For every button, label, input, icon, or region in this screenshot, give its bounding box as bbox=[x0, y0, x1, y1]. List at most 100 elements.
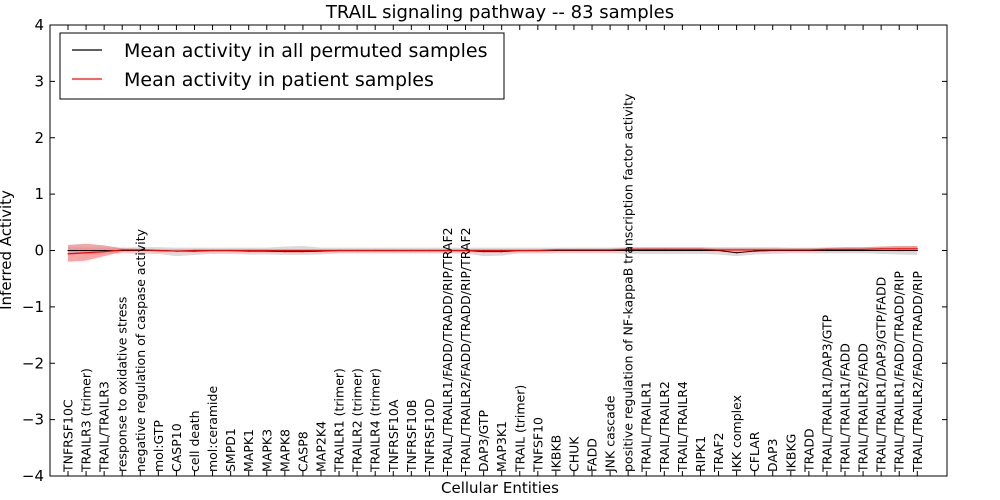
series-1-point bbox=[555, 249, 557, 251]
x-tick-label: TRAF2 bbox=[711, 432, 726, 473]
series-0-point bbox=[85, 249, 87, 252]
series-1-point bbox=[356, 249, 358, 252]
series-0-point bbox=[844, 249, 846, 252]
legend-label-permuted: Mean activity in all permuted samples bbox=[124, 40, 487, 62]
series-1-point bbox=[230, 249, 232, 252]
series-1-point bbox=[193, 249, 196, 252]
series-0-point bbox=[103, 249, 105, 252]
x-tick-label: TRAIL/TRAILR1/FADD/TRADD/RIP/TRAF2 bbox=[440, 227, 455, 473]
x-tick-label: FADD bbox=[585, 438, 600, 472]
x-tick-label: TNFRSF10D bbox=[422, 398, 437, 473]
series-1-point bbox=[663, 248, 665, 250]
series-1-point bbox=[772, 249, 774, 251]
x-tick-label: TRAILR1 (trimer) bbox=[332, 368, 347, 473]
series-1-point bbox=[374, 249, 376, 252]
series-1-point bbox=[627, 248, 629, 250]
series-1-point bbox=[609, 249, 611, 251]
x-tick-label: IKK complex bbox=[729, 395, 744, 472]
x-axis-label: Cellular Entities bbox=[441, 479, 559, 497]
x-tick-label: IKBKB bbox=[548, 435, 563, 472]
x-tick-label: MAPK8 bbox=[277, 429, 292, 472]
x-tick-label: DAP3 bbox=[765, 439, 780, 472]
series-1-point bbox=[428, 249, 430, 252]
x-tick-label: TRAILR2 (trimer) bbox=[350, 368, 365, 473]
x-tick-label: TRAIL/TRAILR2/FADD/TRADD/RIP bbox=[910, 271, 925, 473]
x-tick-label: SMPD1 bbox=[223, 428, 238, 472]
series-1-point bbox=[717, 249, 720, 251]
series-lines bbox=[67, 248, 918, 255]
series-1-point bbox=[645, 248, 647, 250]
series-0-point bbox=[699, 249, 702, 252]
y-axis-label: Inferred Activity bbox=[0, 190, 15, 310]
series-1-point bbox=[139, 249, 141, 251]
x-tick-label: TNFRSF10C bbox=[61, 399, 76, 473]
legend: Mean activity in all permuted samples Me… bbox=[59, 32, 505, 100]
y-axis: 4 3 2 1 0 −1 −2 −3 −4 bbox=[22, 16, 947, 485]
series-1-point bbox=[681, 248, 683, 250]
series-0-point bbox=[501, 251, 503, 253]
legend-label-patient: Mean activity in patient samples bbox=[124, 69, 434, 91]
x-tick-label: CHUK bbox=[566, 436, 581, 472]
x-tick-label: positive regulation of NF-kappaB transcr… bbox=[621, 93, 636, 472]
y-tick-label: −3 bbox=[22, 411, 44, 429]
series-1-point bbox=[591, 249, 593, 251]
x-tick-label: MAPK3 bbox=[259, 429, 274, 472]
series-1-point bbox=[175, 250, 178, 252]
y-tick-label: −2 bbox=[22, 354, 44, 372]
x-tick-label: MAP3K1 bbox=[494, 421, 509, 472]
series-1-point bbox=[754, 249, 756, 251]
y-tick-label: −4 bbox=[22, 467, 44, 485]
series-1-point bbox=[735, 249, 738, 251]
x-tick-label: TRAIL/TRAILR4 bbox=[675, 381, 690, 473]
x-tick-label: response to oxidative stress bbox=[115, 297, 130, 472]
series-1-point bbox=[302, 249, 304, 252]
x-tick-label: TNFRSF10A bbox=[386, 399, 401, 473]
x-tick-label: CASP10 bbox=[169, 423, 184, 472]
series-line-1 bbox=[67, 248, 918, 255]
x-tick-label: IKBKG bbox=[783, 434, 798, 472]
series-1-point bbox=[446, 249, 449, 252]
series-1-point bbox=[880, 248, 882, 250]
series-1-point bbox=[121, 249, 123, 251]
series-1-point bbox=[519, 249, 521, 252]
series-1-point bbox=[103, 251, 105, 253]
x-tick-label: DAP3/GTP bbox=[476, 409, 491, 472]
y-tick-label: 2 bbox=[34, 129, 44, 147]
series-0-point bbox=[681, 249, 683, 252]
x-tick-label: TRAIL/TRAILR1/DAP3/GTP bbox=[819, 314, 834, 473]
x-tick-label: TRAIL/TRAILR1 bbox=[639, 381, 654, 473]
series-1-point bbox=[501, 249, 503, 252]
series-0-point bbox=[663, 249, 665, 252]
series-1-point bbox=[826, 248, 828, 250]
x-tick-label: TNFSF10 bbox=[530, 417, 545, 473]
legend-box bbox=[59, 32, 505, 100]
series-0-point bbox=[898, 249, 900, 252]
series-1-point bbox=[573, 249, 575, 251]
x-tick-label: mol:GTP bbox=[151, 420, 166, 472]
x-tick-label: TRAIL/TRAILR2/FADD bbox=[856, 343, 871, 473]
series-1-point bbox=[483, 249, 485, 252]
series-1-point bbox=[284, 249, 286, 252]
series-0-point bbox=[862, 249, 864, 252]
series-0-point bbox=[826, 249, 828, 252]
x-tick-label: TRAILR3 (trimer) bbox=[79, 368, 94, 473]
series-1-point bbox=[157, 249, 159, 252]
x-tick-label: TRADD bbox=[801, 428, 816, 473]
x-tick-label: MAP2K4 bbox=[313, 421, 328, 472]
x-tick-label: RIPK1 bbox=[693, 436, 708, 472]
series-1-point bbox=[248, 249, 250, 252]
y-tick-label: −1 bbox=[22, 298, 44, 316]
series-0-point bbox=[627, 249, 629, 252]
series-0-point bbox=[302, 251, 304, 253]
series-1-point bbox=[862, 248, 864, 250]
x-tick-label: negative regulation of caspase activity bbox=[133, 228, 148, 472]
series-0-point bbox=[735, 252, 738, 254]
y-tick-label: 3 bbox=[34, 72, 44, 90]
x-tick-label: TRAIL/TRAILR1/DAP3/GTP/FADD bbox=[874, 277, 889, 473]
y-tick-label: 4 bbox=[34, 16, 44, 34]
series-1-point bbox=[808, 249, 810, 251]
series-1-point bbox=[790, 249, 792, 251]
series-1-point bbox=[410, 249, 412, 252]
series-1-point bbox=[67, 253, 69, 255]
x-tick-label: CFLAR bbox=[747, 431, 762, 472]
